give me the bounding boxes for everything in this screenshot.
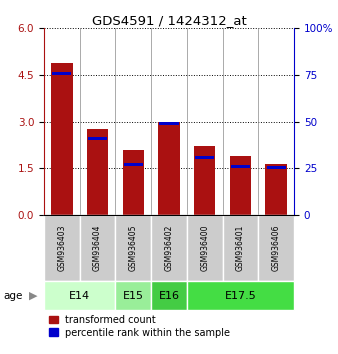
FancyBboxPatch shape [187,281,294,310]
Bar [124,163,143,166]
Text: GSM936401: GSM936401 [236,225,245,271]
Text: GSM936404: GSM936404 [93,225,102,271]
Bar [195,156,214,159]
FancyBboxPatch shape [44,281,115,310]
FancyBboxPatch shape [187,215,223,281]
Bar [51,63,73,215]
Title: GDS4591 / 1424312_at: GDS4591 / 1424312_at [92,14,246,27]
Bar [52,72,71,75]
Bar [230,156,251,215]
Text: E16: E16 [159,291,179,301]
Text: age: age [3,291,23,301]
Text: GSM936400: GSM936400 [200,225,209,271]
Text: GSM936406: GSM936406 [272,225,281,271]
Bar [87,129,108,215]
FancyBboxPatch shape [223,215,258,281]
Text: E14: E14 [69,291,90,301]
FancyBboxPatch shape [151,281,187,310]
FancyBboxPatch shape [151,215,187,281]
FancyBboxPatch shape [44,215,80,281]
Bar [265,164,287,215]
Text: E15: E15 [123,291,144,301]
Text: GSM936403: GSM936403 [57,225,66,271]
FancyBboxPatch shape [80,215,115,281]
Bar [159,122,179,125]
Legend: transformed count, percentile rank within the sample: transformed count, percentile rank withi… [49,315,230,337]
Bar [231,165,250,168]
Text: E17.5: E17.5 [224,291,256,301]
Bar [123,150,144,215]
Bar [194,147,215,215]
Text: GSM936405: GSM936405 [129,225,138,271]
FancyBboxPatch shape [115,215,151,281]
FancyBboxPatch shape [258,215,294,281]
Text: ▶: ▶ [29,291,37,301]
Bar [88,137,107,140]
Text: GSM936402: GSM936402 [165,225,173,271]
Bar [158,121,180,215]
FancyBboxPatch shape [115,281,151,310]
Bar [267,166,286,169]
